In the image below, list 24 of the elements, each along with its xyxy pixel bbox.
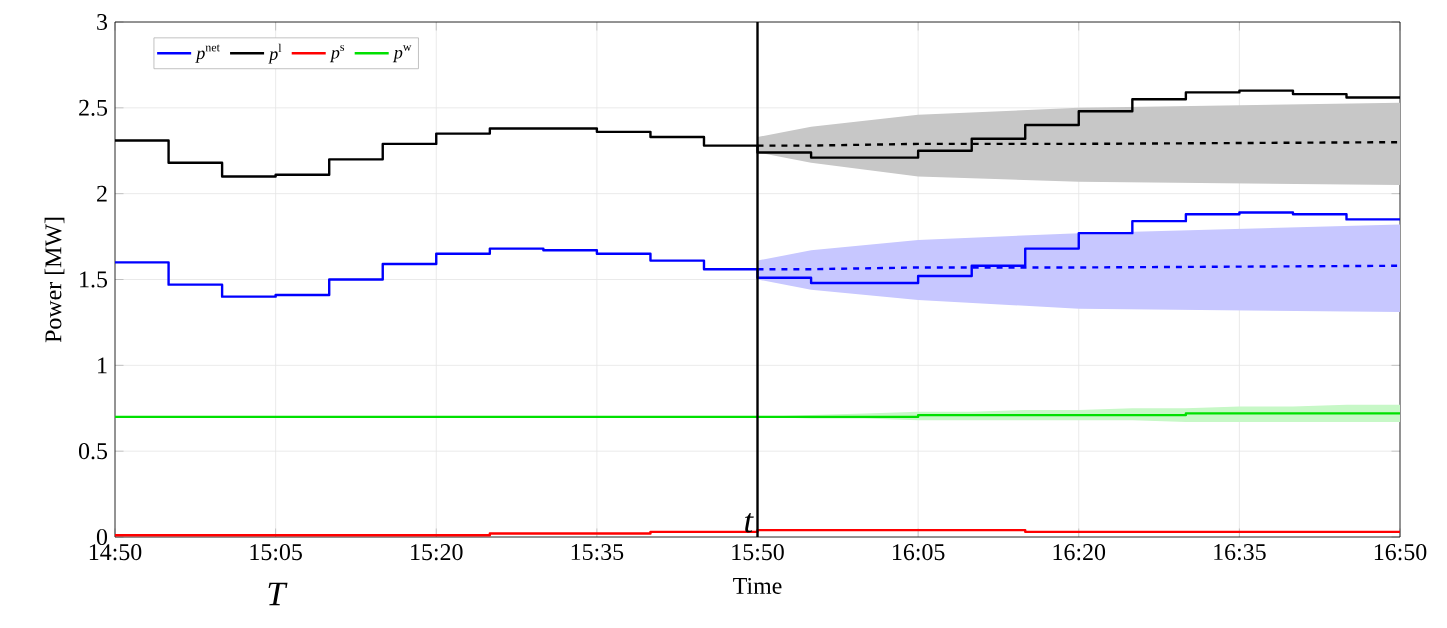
x-tick-label: 16:35 [1214, 544, 1266, 561]
y-tick-label: 1 [98, 357, 107, 374]
text: T [268, 582, 288, 606]
legend-label: p$^{w}$ [392, 45, 412, 63]
y-tick-label: 2.5 [79, 99, 108, 116]
x-tick-label: 15:05 [250, 544, 302, 561]
legend-label: p$^{s}$ [329, 45, 345, 63]
x-tick-label: 16:50 [1374, 544, 1427, 561]
x-tick-label: 15:35 [571, 544, 624, 561]
x-axis-title: Time [733, 577, 782, 594]
y-tick-label: 0.5 [78, 443, 108, 460]
legend-label: p$^{net}$ [195, 44, 220, 63]
y-tick-label: 3 [97, 13, 108, 31]
x-tick-label: 16:20 [1053, 544, 1106, 561]
legend-label: p$^{l}$ [268, 43, 282, 64]
x-tick-label: 16:05 [892, 544, 945, 561]
x-tick-label: 15:50 [732, 544, 784, 561]
y-tick-label: 2 [97, 185, 107, 202]
y-tick-label: 0 [96, 528, 108, 546]
y-tick-label: 1.5 [80, 271, 108, 288]
x-tick-label: 15:20 [411, 544, 463, 561]
ref-line-label: t [745, 512, 754, 533]
y-axis-title: Power [MW] [44, 217, 65, 343]
x-tick-label: 14:50 [89, 544, 142, 561]
